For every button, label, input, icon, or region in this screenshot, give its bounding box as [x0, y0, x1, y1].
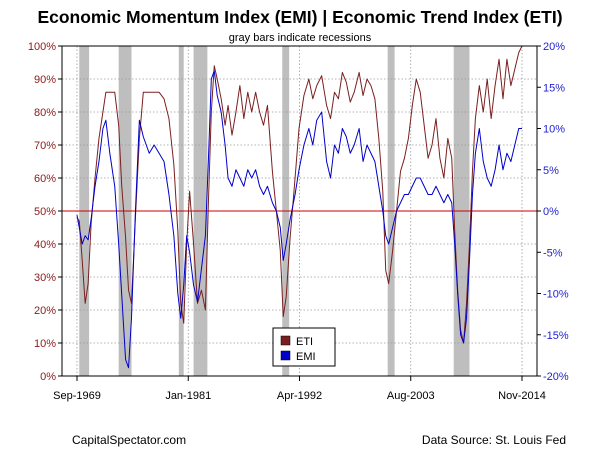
left-tick-label-3: 30%: [34, 272, 56, 284]
right-tick-label-5: 5%: [543, 165, 559, 177]
legend-label-eti: ETI: [296, 336, 313, 348]
x-tick-label-0: Sep-1969: [53, 390, 101, 402]
left-tick-label-1: 10%: [34, 338, 56, 350]
left-tick-label-4: 40%: [34, 239, 56, 251]
x-tick-label-1: Jan-1981: [165, 390, 211, 402]
right-tick-label-1: -15%: [543, 330, 569, 342]
series: [76, 45, 523, 369]
left-tick-label-6: 60%: [34, 173, 56, 185]
left-tick-label-8: 80%: [34, 107, 56, 119]
footer-right: Data Source: St. Louis Fed: [422, 433, 566, 447]
right-tick-label-6: 10%: [543, 124, 565, 136]
footer-left: CapitalSpectator.com: [72, 433, 186, 447]
left-tick-label-2: 20%: [34, 305, 56, 317]
legend-label-emi: EMI: [296, 351, 316, 363]
left-tick-label-10: 100%: [28, 41, 56, 53]
series-line-emi: [76, 70, 522, 369]
right-tick-label-2: -10%: [543, 289, 569, 301]
left-tick-label-9: 90%: [34, 74, 56, 86]
right-tick-label-3: -5%: [543, 247, 563, 259]
x-tick-label-3: Aug-2003: [387, 390, 435, 402]
right-tick-label-4: 0%: [543, 206, 559, 218]
right-tick-label-8: 20%: [543, 41, 565, 53]
legend-swatch-emi: [280, 350, 291, 361]
series-line-eti: [76, 45, 523, 344]
left-tick-label-7: 70%: [34, 140, 56, 152]
chart-subtitle: gray bars indicate recessions: [229, 32, 372, 44]
left-tick-label-5: 50%: [34, 206, 56, 218]
legend-swatch-eti: [280, 335, 291, 346]
right-tick-label-0: -20%: [543, 371, 569, 383]
right-tick-label-7: 15%: [543, 82, 565, 94]
left-tick-label-0: 0%: [40, 371, 56, 383]
x-tick-label-2: Apr-1992: [277, 390, 322, 402]
chart-title: Economic Momentum Index (EMI) | Economic…: [37, 7, 562, 27]
legend: ETI EMI: [272, 327, 336, 367]
axes: 0% 10% 20% 30% 40% 50% 60% 70% 80% 90% 100% -20% -15…: [28, 41, 569, 402]
x-tick-label-4: Nov-2014: [498, 390, 546, 402]
